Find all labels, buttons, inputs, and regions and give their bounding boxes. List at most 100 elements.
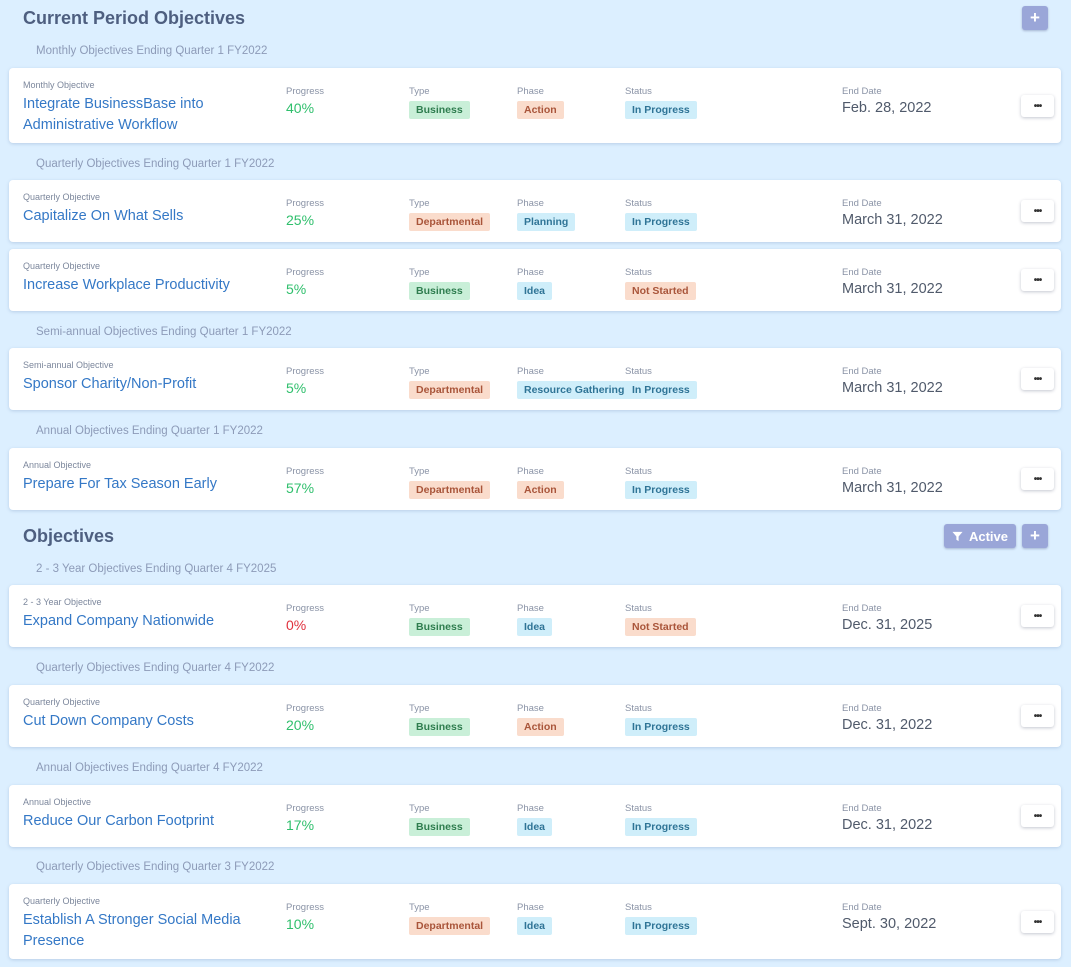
status-label: Status: [625, 603, 652, 614]
end-date-value: Dec. 31, 2022: [842, 817, 933, 833]
objective-title-link[interactable]: Reduce Our Carbon Footprint: [23, 813, 215, 829]
type-label: Type: [409, 466, 430, 477]
status-badge: In Progress: [625, 917, 697, 935]
objective-title-column: Annual Objective Reduce Our Carbon Footpr…: [23, 797, 253, 832]
objective-title-link[interactable]: Capitalize On What Sells: [23, 208, 184, 224]
type-badge: Business: [409, 282, 470, 300]
phase-badge: Idea: [517, 818, 553, 836]
objective-card-establish-a-stronger-social-media-presence: Quarterly Objective Establish A Stronger …: [9, 884, 1061, 959]
add-objective-button[interactable]: +: [1022, 6, 1048, 30]
objective-kind: Quarterly Objective: [23, 697, 101, 707]
objective-kind: Monthly Objective: [23, 80, 95, 90]
objective-kind: Annual Objective: [23, 797, 92, 807]
progress-value: 40%: [286, 100, 315, 116]
end-date-value: Dec. 31, 2025: [842, 617, 933, 633]
more-options-button[interactable]: •••: [1021, 468, 1054, 490]
type-badge: Departmental: [409, 381, 491, 399]
progress-label: Progress: [286, 86, 325, 97]
objective-title-column: Annual Objective Prepare For Tax Season E…: [23, 460, 253, 495]
status-column: Status In Progress: [625, 703, 697, 736]
end-date-label: End Date: [842, 366, 882, 377]
end-date-value: March 31, 2022: [842, 480, 943, 496]
more-options-button[interactable]: •••: [1021, 605, 1054, 627]
phase-label: Phase: [517, 267, 544, 278]
type-badge: Business: [409, 101, 470, 119]
more-options-button[interactable]: •••: [1021, 368, 1054, 390]
status-badge: In Progress: [625, 818, 697, 836]
add-objective-button[interactable]: +: [1022, 524, 1048, 548]
status-badge: In Progress: [625, 101, 697, 119]
phase-column: Phase Action: [517, 466, 564, 499]
type-badge: Departmental: [409, 481, 491, 499]
end-date-value: Sept. 30, 2022: [842, 916, 937, 932]
section-title: Objectives: [23, 526, 115, 546]
objective-title-link[interactable]: Integrate BusinessBase into Administrati…: [23, 96, 204, 133]
more-options-button[interactable]: •••: [1021, 705, 1054, 727]
status-column: Status In Progress: [625, 86, 697, 119]
phase-badge: Planning: [517, 213, 576, 231]
more-options-button[interactable]: •••: [1021, 269, 1054, 291]
filter-label: Active: [968, 528, 1009, 544]
type-column: Type Departmental: [409, 366, 491, 399]
type-label: Type: [409, 366, 430, 377]
group-label: Annual Objectives Ending Quarter 4 FY202…: [36, 762, 263, 774]
status-label: Status: [625, 198, 652, 209]
more-options-button[interactable]: •••: [1021, 95, 1054, 117]
status-label: Status: [625, 902, 652, 913]
more-options-button[interactable]: •••: [1021, 200, 1054, 222]
progress-column: Progress 25%: [286, 198, 324, 228]
phase-label: Phase: [517, 366, 544, 377]
objective-title-link[interactable]: Establish A Stronger Social Media Presen…: [23, 912, 241, 949]
type-column: Type Business: [409, 603, 470, 636]
end-date-column: End Date Sept. 30, 2022: [842, 902, 936, 932]
progress-label: Progress: [286, 803, 325, 814]
status-label: Status: [625, 803, 652, 814]
objective-title-column: Quarterly Objective Establish A Stronger …: [23, 896, 253, 952]
type-label: Type: [409, 902, 430, 913]
objective-title-link[interactable]: Expand Company Nationwide: [23, 613, 215, 629]
phase-label: Phase: [517, 86, 544, 97]
objective-title-link[interactable]: Increase Workplace Productivity: [23, 277, 230, 293]
more-options-button[interactable]: •••: [1021, 805, 1054, 827]
end-date-label: End Date: [842, 86, 882, 97]
phase-label: Phase: [517, 466, 544, 477]
end-date-column: End Date Feb. 28, 2022: [842, 86, 932, 116]
phase-column: Phase Resource Gathering: [517, 366, 632, 399]
type-badge: Business: [409, 718, 470, 736]
group-label: Semi-annual Objectives Ending Quarter 1 …: [36, 326, 292, 338]
more-options-button[interactable]: •••: [1021, 911, 1054, 933]
end-date-label: End Date: [842, 703, 882, 714]
objective-title-column: Quarterly Objective Increase Workplace Pr…: [23, 261, 253, 296]
phase-column: Phase Planning: [517, 198, 576, 231]
group-label: Quarterly Objectives Ending Quarter 1 FY…: [36, 158, 275, 170]
status-column: Status In Progress: [625, 466, 697, 499]
type-column: Type Departmental: [409, 902, 491, 935]
objective-title-column: Semi-annual Objective Sponsor Charity/Non…: [23, 360, 253, 395]
progress-value: 10%: [286, 916, 315, 932]
end-date-label: End Date: [842, 803, 882, 814]
status-column: Status In Progress: [625, 366, 697, 399]
type-column: Type Departmental: [409, 466, 491, 499]
phase-badge: Action: [517, 718, 564, 736]
end-date-label: End Date: [842, 198, 882, 209]
section-title: Current Period Objectives: [23, 8, 246, 28]
type-column: Type Business: [409, 86, 470, 119]
end-date-column: End Date March 31, 2022: [842, 267, 943, 297]
type-label: Type: [409, 703, 430, 714]
objective-title-link[interactable]: Prepare For Tax Season Early: [23, 476, 217, 492]
objective-title-link[interactable]: Cut Down Company Costs: [23, 713, 194, 729]
phase-badge: Idea: [517, 917, 553, 935]
objective-title-link[interactable]: Sponsor Charity/Non-Profit: [23, 376, 197, 392]
progress-label: Progress: [286, 902, 325, 913]
objective-card-increase-workplace-productivity: Quarterly Objective Increase Workplace Pr…: [9, 249, 1061, 311]
objective-kind: Semi-annual Objective: [23, 360, 114, 370]
end-date-column: End Date March 31, 2022: [842, 466, 943, 496]
progress-value: 0%: [286, 617, 307, 633]
objective-card-integrate-businessbase-into-administrative-workflow: Monthly Objective Integrate BusinessBase …: [9, 68, 1061, 143]
status-column: Status In Progress: [625, 902, 697, 935]
phase-badge: Resource Gathering: [517, 381, 632, 399]
progress-value: 57%: [286, 480, 315, 496]
group-label: Monthly Objectives Ending Quarter 1 FY20…: [36, 45, 268, 57]
filter-active-button[interactable]: Active: [944, 524, 1016, 548]
progress-label: Progress: [286, 703, 325, 714]
